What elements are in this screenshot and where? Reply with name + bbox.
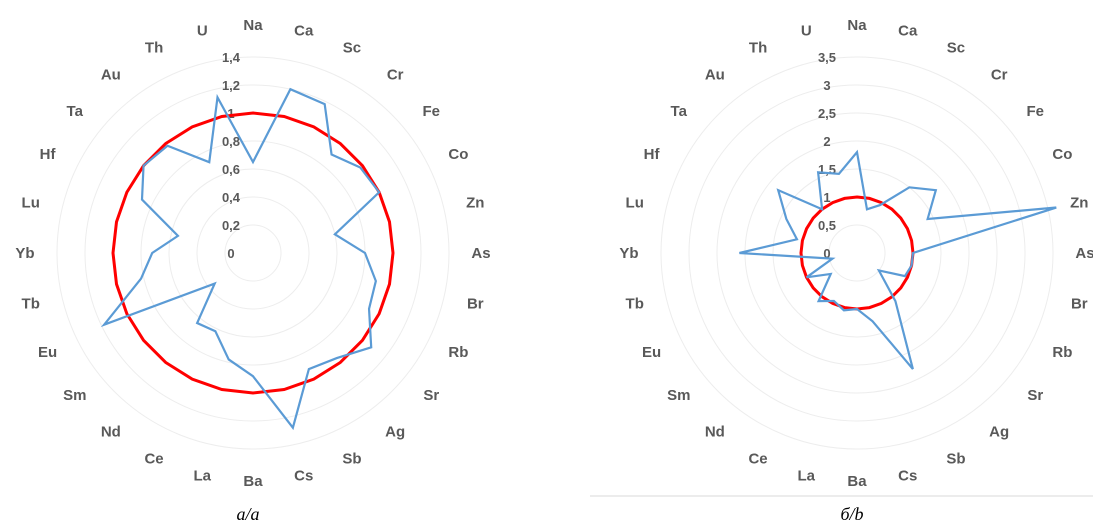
category-label: U xyxy=(801,23,812,40)
category-label: Lu xyxy=(22,194,40,211)
category-label: La xyxy=(194,467,212,484)
category-label: Ag xyxy=(989,423,1009,440)
caption-a: а/а xyxy=(236,504,259,524)
gridline-ring xyxy=(660,56,1054,450)
category-label: Hf xyxy=(644,146,661,163)
category-label: Rb xyxy=(1052,344,1072,361)
category-label: Ce xyxy=(144,450,163,467)
category-label: Ca xyxy=(898,23,918,40)
category-label: As xyxy=(471,245,490,262)
category-label: Eu xyxy=(642,344,661,361)
tick-label: 2,5 xyxy=(818,106,836,121)
tick-label: 0,5 xyxy=(818,218,836,233)
tick-label: 1 xyxy=(227,106,234,121)
gridline-ring xyxy=(84,84,422,422)
category-label: Cr xyxy=(991,67,1008,84)
category-label: Cs xyxy=(898,467,917,484)
category-label: Yb xyxy=(15,245,34,262)
tick-label: 3 xyxy=(823,78,830,93)
gridline-ring xyxy=(828,224,886,282)
category-label: Ce xyxy=(748,450,767,467)
gridline-ring xyxy=(140,140,366,366)
category-label: Tb xyxy=(626,296,644,313)
category-label: Br xyxy=(1071,296,1088,313)
gridline-ring xyxy=(196,196,310,310)
caption-b: б/b xyxy=(840,504,863,524)
category-label: Lu xyxy=(626,194,644,211)
category-label: Na xyxy=(847,17,867,34)
gridline-ring xyxy=(168,168,338,338)
gridline-ring xyxy=(772,168,942,338)
series-line-data xyxy=(100,87,381,431)
category-label: Sb xyxy=(946,450,965,467)
category-label: Rb xyxy=(448,344,468,361)
category-label: Sr xyxy=(423,387,439,404)
tick-label: 0 xyxy=(823,246,830,261)
category-label: Sc xyxy=(343,40,361,57)
category-label: Hf xyxy=(40,146,57,163)
category-label: Sc xyxy=(947,40,965,57)
radar-chart-b: 0 0,5 1 1,5 2 2,5 3 3,5 Na Ca Sc Cr Fe Co Zn As Br Rb Sr Ag… xyxy=(619,17,1093,490)
radar-chart-a: 0 0,2 0,4 0,6 0,8 1 1,2 1,4 Na Ca Sc Cr Fe Co Zn As Br Rb… xyxy=(15,17,490,490)
series-line-reference xyxy=(799,195,915,311)
category-label: Ca xyxy=(294,23,314,40)
category-label: Sm xyxy=(667,387,690,404)
category-label: Zn xyxy=(1070,194,1088,211)
gridline-ring xyxy=(224,224,282,282)
category-label: Nd xyxy=(101,423,121,440)
tick-label: 1 xyxy=(823,190,830,205)
category-label: Co xyxy=(1052,146,1072,163)
tick-label: 0,4 xyxy=(222,190,241,205)
category-label: Tb xyxy=(22,296,40,313)
category-label: Eu xyxy=(38,344,57,361)
category-label: Na xyxy=(243,17,263,34)
category-label: Ag xyxy=(385,423,405,440)
gridline-ring xyxy=(688,84,1026,422)
category-label: Ta xyxy=(671,103,688,120)
category-label: U xyxy=(197,23,208,40)
category-label: Sm xyxy=(63,387,86,404)
gridline-ring xyxy=(716,112,998,394)
series-line-data xyxy=(739,149,1057,370)
gridline-ring xyxy=(56,56,450,450)
category-label: Th xyxy=(749,40,767,57)
category-label: Cs xyxy=(294,467,313,484)
category-label: Nd xyxy=(705,423,725,440)
category-label: Cr xyxy=(387,67,404,84)
tick-label: 3,5 xyxy=(818,50,836,65)
category-label: Ta xyxy=(67,103,84,120)
gridline-ring xyxy=(744,140,970,366)
category-label: Sb xyxy=(342,450,361,467)
category-label: Fe xyxy=(1026,103,1044,120)
category-label: Au xyxy=(705,67,725,84)
category-label: As xyxy=(1075,245,1093,262)
tick-label: 0 xyxy=(227,246,234,261)
tick-label: 1,5 xyxy=(818,162,836,177)
tick-label: 0,8 xyxy=(222,134,240,149)
tick-label: 1,2 xyxy=(222,78,240,93)
category-label: La xyxy=(798,467,816,484)
tick-label: 0,6 xyxy=(222,162,240,177)
category-label: Au xyxy=(101,67,121,84)
category-label: Ba xyxy=(847,473,867,490)
tick-label: 2 xyxy=(823,134,830,149)
tick-label: 1,4 xyxy=(222,50,241,65)
category-label: Yb xyxy=(619,245,638,262)
category-label: Br xyxy=(467,296,484,313)
category-label: Fe xyxy=(422,103,440,120)
tick-label: 0,2 xyxy=(222,218,240,233)
category-label: Th xyxy=(145,40,163,57)
category-label: Co xyxy=(448,146,468,163)
category-label: Zn xyxy=(466,194,484,211)
category-label: Ba xyxy=(243,473,263,490)
category-label: Sr xyxy=(1027,387,1043,404)
